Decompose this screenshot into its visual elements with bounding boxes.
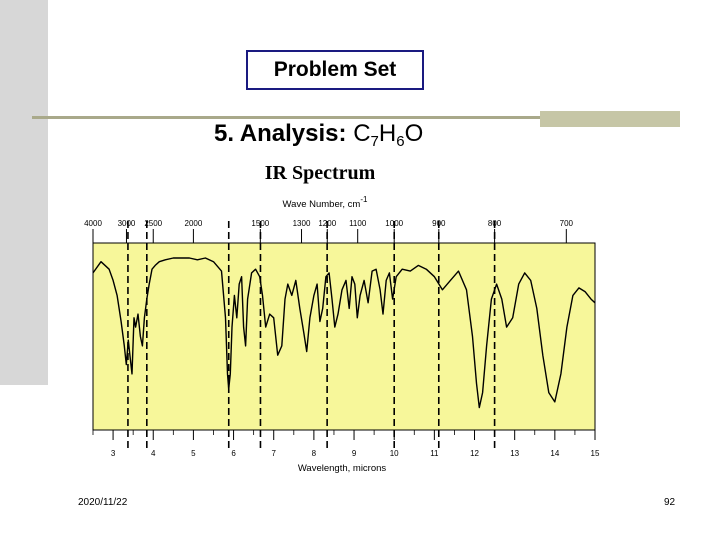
top-tick-label: 1200: [318, 219, 336, 228]
accent-bar: [540, 111, 680, 127]
bottom-tick-label: 8: [312, 449, 317, 458]
bottom-tick-label: 15: [591, 449, 600, 458]
bottom-tick-label: 10: [390, 449, 399, 458]
bottom-tick-label: 7: [271, 449, 276, 458]
bottom-tick-label: 6: [231, 449, 236, 458]
bottom-tick-label: 9: [352, 449, 357, 458]
spectrum-line: [92, 257, 596, 409]
top-tick-label: 4000: [84, 219, 102, 228]
bottom-tick-label: 13: [510, 449, 519, 458]
top-axis-title: Wave Number, cm-1: [283, 195, 368, 210]
header-divider: [32, 116, 540, 119]
top-tick-label: 2000: [185, 219, 203, 228]
top-tick-label: 1000: [385, 219, 403, 228]
slide-title: Problem Set: [246, 50, 424, 90]
slide-date: 2020/11/22: [78, 497, 128, 508]
plot-area: [92, 242, 596, 431]
top-tick-label: 800: [488, 219, 502, 228]
bottom-tick-label: 14: [550, 449, 559, 458]
bottom-tick-label: 11: [430, 449, 439, 458]
top-tick-label: 1300: [293, 219, 311, 228]
bottom-tick-label: 5: [191, 449, 196, 458]
bottom-tick-label: 3: [111, 449, 116, 458]
subtitle-label: 5. Analysis:: [214, 120, 347, 147]
side-panel: [0, 0, 48, 385]
top-tick-label: 2500: [144, 219, 162, 228]
top-tick-label: 900: [432, 219, 446, 228]
slide-subtitle: 5. Analysis: C7H6O: [214, 120, 423, 150]
bottom-tick-label: 12: [470, 449, 479, 458]
top-tick-label: 3000: [118, 219, 136, 228]
molecular-formula: C7H6O: [353, 120, 424, 150]
page-number: 92: [664, 497, 676, 508]
bottom-tick-label: 4: [151, 449, 156, 458]
bottom-axis-title: Wavelength, microns: [298, 463, 387, 474]
top-tick-label: 1100: [349, 219, 367, 228]
chart-title: IR Spectrum: [264, 162, 376, 184]
top-tick-label: 1500: [251, 219, 269, 228]
top-tick-label: 700: [560, 219, 574, 228]
